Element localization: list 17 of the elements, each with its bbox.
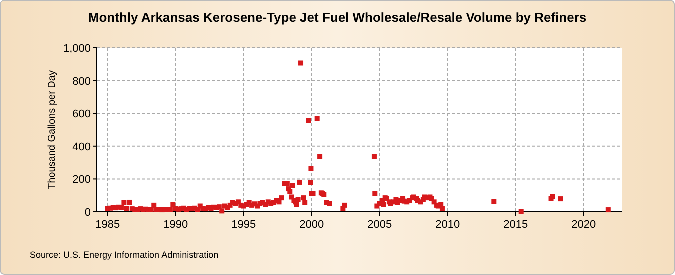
x-tick-label: 2020 <box>572 219 596 231</box>
y-tick-label: 0 <box>84 207 91 219</box>
x-tick-label: 1985 <box>96 219 120 231</box>
x-tick-label: 1995 <box>232 219 256 231</box>
chart-title: Monthly Arkansas Kerosene-Type Jet Fuel Wholesale/Resale Volume by Refiners <box>88 10 587 25</box>
x-tick-label: 2010 <box>436 219 460 231</box>
x-tick-label: 2000 <box>300 219 324 231</box>
y-tick-label: 200 <box>72 174 91 186</box>
y-tick-label: 600 <box>72 108 91 121</box>
y-tick-label: 800 <box>72 76 91 88</box>
y-axis-title: Thousand Gallons per Day <box>47 70 58 190</box>
y-tick-label: 1,000 <box>63 43 91 55</box>
y-tick-label: 400 <box>72 141 91 154</box>
x-tick-label: 2015 <box>504 219 528 231</box>
x-tick-label: 1990 <box>164 219 188 231</box>
x-tick-label: 2005 <box>368 219 392 231</box>
source-note: Source: U.S. Energy Information Administration <box>30 250 219 260</box>
